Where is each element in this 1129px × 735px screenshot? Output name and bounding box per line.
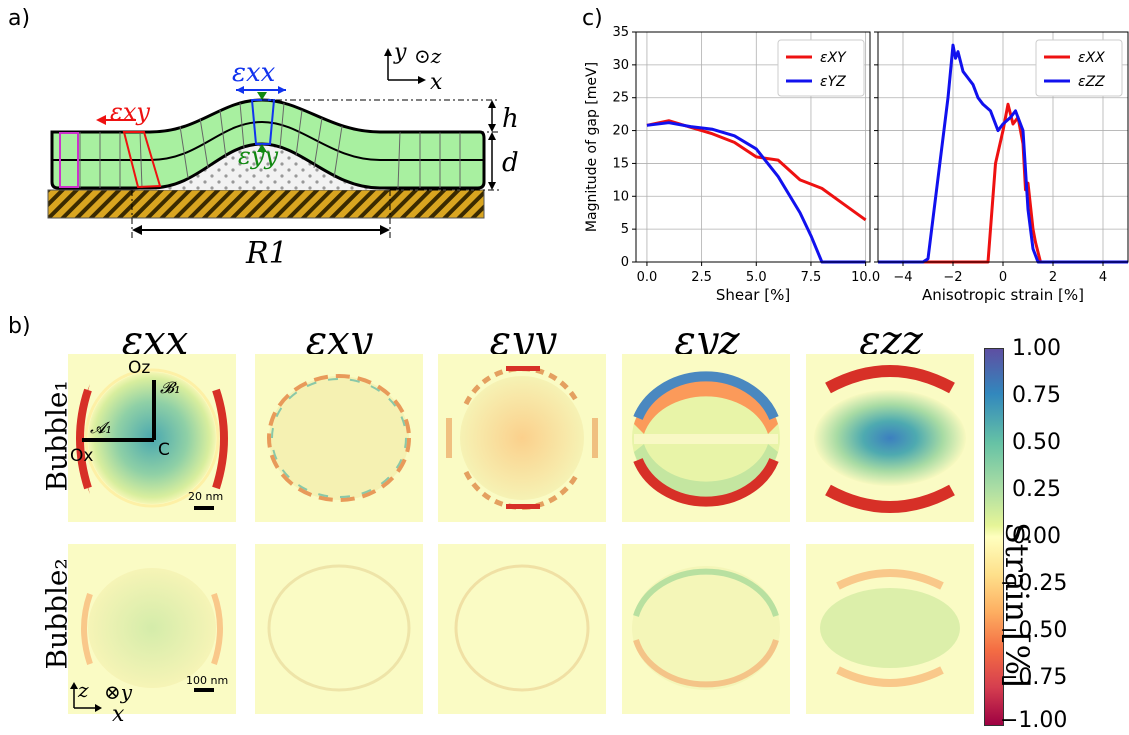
gas-pocket xyxy=(132,140,390,190)
shear-cell xyxy=(122,131,162,189)
y-axis-label: Magnitude of gap [meV] xyxy=(584,62,600,232)
axes2-x: x xyxy=(112,702,125,727)
unit-cell-marker xyxy=(59,132,79,188)
eps-xx-label: εxx xyxy=(232,58,276,88)
eps-yy-label: εyy xyxy=(238,142,278,170)
y-tick-label: 20 xyxy=(612,124,629,139)
colorbar-tick: −1.00 xyxy=(1000,708,1068,733)
map-bubble1-eyz xyxy=(632,371,780,507)
x-tick-label: 0 xyxy=(999,270,1007,285)
map-bubble2-eyz xyxy=(632,566,780,690)
annotation-c: C xyxy=(158,440,170,460)
scalebar-label-2: 100 nm xyxy=(186,674,229,687)
colorbar xyxy=(984,348,1004,726)
map-bubble2-exx xyxy=(70,568,223,712)
axis-z-label: ⊙z xyxy=(414,44,442,68)
x-tick-label: −4 xyxy=(893,270,912,285)
colorbar-tick: 0.50 xyxy=(1012,430,1061,455)
legend-label: εXX xyxy=(1078,50,1105,66)
axis-x-label: x xyxy=(430,70,443,95)
plot-frame xyxy=(635,31,871,263)
x-tick-label: 5.0 xyxy=(746,270,767,285)
y-tick-label: 30 xyxy=(612,58,629,73)
y-tick-label: 25 xyxy=(612,91,629,106)
map-bubble1-exy xyxy=(267,374,411,502)
x-tick-label: 10.0 xyxy=(851,270,880,285)
y-tick-label: 0 xyxy=(621,255,629,270)
axes2-y: ⊗y xyxy=(104,680,133,704)
axis-y-label: y xyxy=(394,40,407,65)
legend-label: εYZ xyxy=(820,74,846,90)
x-tick-label: 0.0 xyxy=(637,270,658,285)
map-bubble1-exx xyxy=(76,368,228,510)
map-bubble2-eyy xyxy=(454,564,590,692)
legend-label: εZZ xyxy=(1078,74,1105,90)
colorbar-label: Strain [%] xyxy=(998,522,1036,688)
panel-label-a: a) xyxy=(8,6,31,31)
y-tick-label: 10 xyxy=(612,189,629,204)
series-line xyxy=(878,43,1128,264)
x-axis-label: Shear [%] xyxy=(716,286,790,304)
annotation-oz: Oz xyxy=(128,358,151,378)
annotation-b1: 𝓑₁ xyxy=(160,378,181,397)
colorbar-tick: 0.00 xyxy=(1012,524,1061,549)
panel-label-b: b) xyxy=(8,314,31,339)
map-bubble1-ezz xyxy=(814,365,966,513)
colorbar-tick: 0.25 xyxy=(1012,477,1061,502)
annotation-ox: Ox xyxy=(70,446,94,466)
bubble-schematic xyxy=(47,48,500,240)
h-label: h xyxy=(502,104,519,134)
map-bubble1-eyy xyxy=(446,366,598,510)
r1-label: R1 xyxy=(246,236,288,271)
colorbar-tick: 1.00 xyxy=(1012,336,1061,361)
colorbar-tick: 0.75 xyxy=(1012,383,1061,408)
x-tick-label: −2 xyxy=(943,270,962,285)
eps-xy-label: εxy xyxy=(110,98,150,126)
substrate xyxy=(47,189,485,219)
map-bubble2-exy xyxy=(267,564,411,692)
legend-label: εXY xyxy=(820,50,847,66)
panel-label-c: c) xyxy=(582,6,603,31)
colorbar-tick: −0.75 xyxy=(1000,665,1068,690)
strain-maps xyxy=(68,354,974,714)
x-tick-label: 2 xyxy=(1049,270,1057,285)
x-tick-label: 7.5 xyxy=(801,270,822,285)
annotation-a1: 𝓐₁ xyxy=(90,418,112,437)
y-tick-label: 35 xyxy=(612,25,629,40)
y-tick-label: 15 xyxy=(612,156,629,171)
colorbar-tick: −0.50 xyxy=(1000,618,1068,643)
x-tick-label: 4 xyxy=(1099,270,1107,285)
x-tick-label: 2.5 xyxy=(691,270,712,285)
map-bubble2-ezz xyxy=(820,569,960,687)
colorbar-tick: −0.25 xyxy=(1000,571,1068,596)
axes2-z: z xyxy=(78,678,89,702)
y-tick-label: 5 xyxy=(621,222,629,237)
d-label: d xyxy=(502,148,519,178)
scalebar-label-1: 20 nm xyxy=(188,490,224,503)
x-axis-label: Anisotropic strain [%] xyxy=(922,286,1084,304)
